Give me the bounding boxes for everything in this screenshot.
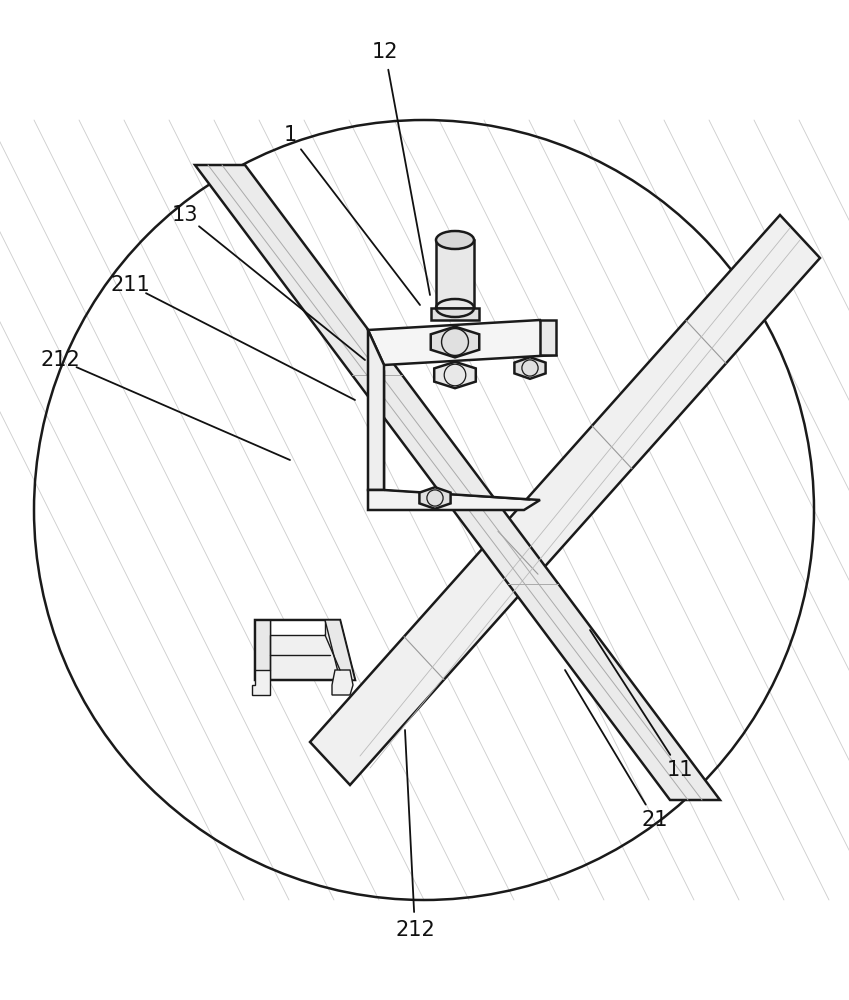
Polygon shape — [310, 215, 820, 785]
Polygon shape — [332, 670, 353, 695]
Text: 211: 211 — [110, 275, 150, 295]
Ellipse shape — [436, 231, 474, 249]
Polygon shape — [270, 620, 325, 635]
Polygon shape — [325, 620, 355, 680]
Polygon shape — [255, 620, 355, 680]
Polygon shape — [419, 487, 451, 509]
Polygon shape — [368, 330, 384, 490]
Text: 21: 21 — [642, 810, 668, 830]
Polygon shape — [430, 327, 479, 357]
Polygon shape — [368, 490, 540, 510]
Text: 1: 1 — [284, 125, 296, 145]
Polygon shape — [431, 308, 479, 320]
Polygon shape — [434, 362, 475, 388]
Polygon shape — [252, 670, 270, 695]
Polygon shape — [436, 240, 474, 308]
Polygon shape — [368, 320, 556, 365]
Text: 212: 212 — [40, 350, 80, 370]
Text: 12: 12 — [372, 42, 398, 62]
Text: 11: 11 — [666, 760, 694, 780]
Polygon shape — [540, 320, 556, 355]
Polygon shape — [195, 165, 720, 800]
Polygon shape — [255, 620, 270, 680]
Text: 212: 212 — [395, 920, 435, 940]
Polygon shape — [514, 357, 546, 379]
Text: 13: 13 — [171, 205, 199, 225]
